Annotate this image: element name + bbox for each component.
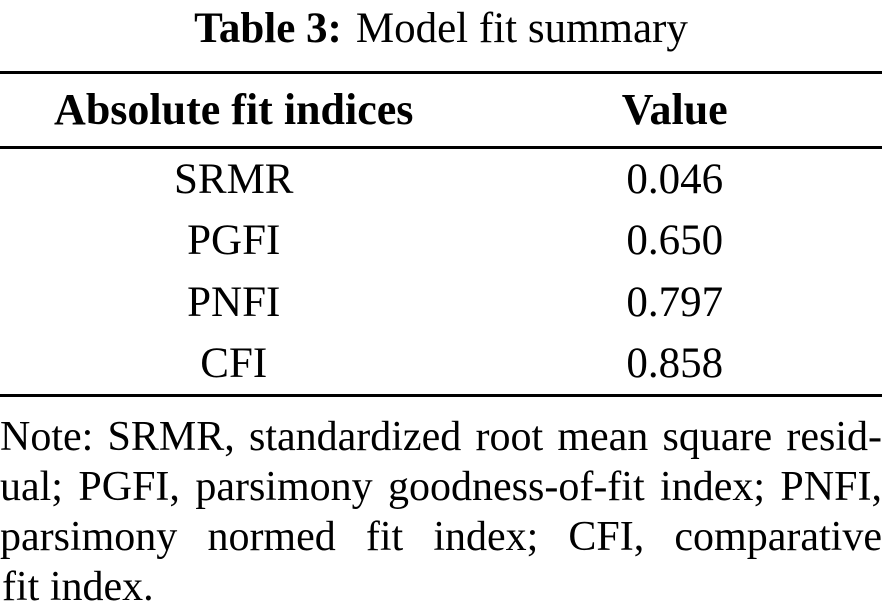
index-value-cell: 0.858 — [626, 339, 724, 387]
column-header-absolute-fit-indices: Absolute fit indices — [54, 85, 414, 134]
index-name-cell: CFI — [200, 339, 268, 387]
table-body: SRMR 0.046 PGFI 0.650 PNFI 0.797 CFI 0.8… — [0, 149, 882, 394]
table-caption-label: Table 3: — [194, 5, 342, 52]
index-name-cell: PNFI — [187, 278, 281, 326]
note-line-1: Note: SRMR, standardized root mean square resi… — [0, 414, 882, 460]
index-name-cell: PGFI — [187, 217, 281, 265]
table-row: SRMR 0.046 — [0, 149, 882, 210]
table-bottom-rule — [0, 394, 882, 397]
note-line-2: ual; PGFI, parsimony goodness-of-fit index; P… — [0, 464, 882, 510]
note-line-4: fit index. — [2, 564, 154, 610]
table-top-rule — [0, 71, 882, 74]
table-caption: Table 3: Model fit summary — [0, 0, 882, 71]
column-header-value: Value — [621, 85, 728, 134]
table-caption-text: Model fit summary — [355, 5, 688, 52]
index-name-cell: SRMR — [173, 156, 294, 204]
table-row: CFI 0.858 — [0, 333, 882, 394]
table-row: PGFI 0.650 — [0, 210, 882, 271]
table-header-rule — [0, 146, 882, 149]
table-note: Note: SRMR, standardized root mean square resi… — [0, 412, 882, 612]
index-value-cell: 0.797 — [626, 278, 724, 326]
table-row: PNFI 0.797 — [0, 272, 882, 333]
index-value-cell: 0.046 — [626, 156, 724, 204]
table-header-row: Absolute fit indices Value — [0, 74, 882, 146]
note-line-3: parsimony normed fit index; CFI, comparative — [0, 514, 882, 560]
index-value-cell: 0.650 — [626, 217, 724, 265]
